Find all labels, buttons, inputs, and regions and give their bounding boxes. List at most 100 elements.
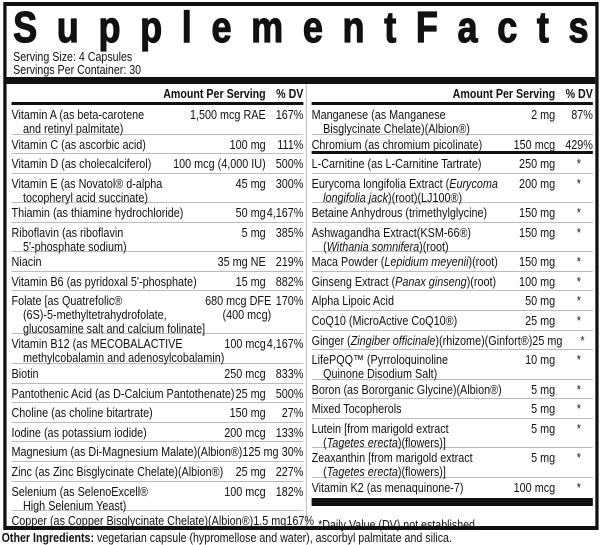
nutrient-dv: 182% [275,483,304,499]
title-letter: m [251,3,284,52]
nutrient-amount: 150 mg [519,254,556,270]
nutrient-name: Alpha Lipoic Acid [311,293,394,309]
nutrient-name: Boron (as Bororganic Glycine)(Albion®) [311,381,502,397]
nutrient-row: Vitamin D (as cholecalciferol) 100 mcg (4… [11,154,303,174]
nutrient-amount: 50 mg [525,293,556,309]
nutrient-amount: 100 mcg [224,336,266,352]
column-divider [305,84,307,526]
nutrient-dv: * [576,450,582,466]
nutrient-dv: * [576,175,582,191]
nutrient-dv: 882% [275,273,304,289]
nutrient-dv: 111% [277,136,304,152]
nutrient-amount: 15 mg [235,273,266,289]
nutrient-name: Vitamin A (as beta-carotene and retinyl p… [11,107,145,136]
nutrient-amount: 50 mg [235,205,266,221]
nutrient-dv: * [576,205,582,221]
title-letter: t [384,3,397,52]
nutrient-row: Manganese (as Manganese Bisglycinate Chel… [311,105,593,136]
nutrient-dv: * [576,381,582,397]
nutrient-amount: 150 mcg [513,136,556,152]
nutrient-name: Magnesium (as Di-Magnesium Malate)(Albio… [11,444,243,460]
nutrient-name: Copper (as Copper Bisglycinate Chelate)(… [11,513,254,529]
title-letter: n [342,3,365,52]
nutrient-name: Riboflavin (as riboflavin 5'-phosphate so… [11,224,127,254]
nutrient-row: LifePQQ™ (Pyrroloquinoline Quinone Disodi… [311,350,593,382]
nutrient-dv: 133% [275,424,304,440]
nutrient-row: CoQ10 (MicroActive CoQ10®) 25 mg * [311,311,593,331]
nutrient-name: Selenium (as SelenoExcell® High Selenium … [11,483,149,513]
nutrient-dv: 167% [286,513,314,529]
nutrient-row: Lutein [from marigold extract (Tagetes er… [311,419,593,449]
nutrient-name: LifePQQ™ (Pyrroloquinoline Quinone Disodi… [311,352,449,382]
serving-size: Serving Size: 4 Capsules [13,49,133,64]
amount-header: Amount Per Serving [163,86,266,101]
nutrient-name: Vitamin E (as Novatol® d-alpha tocopheryl… [11,175,163,205]
nutrient-amount: 25 mg [525,313,556,329]
nutrient-dv: * [576,156,582,172]
title-letter: s [568,3,589,52]
nutrient-dv: * [576,401,582,417]
nutrient-dv: * [576,293,582,309]
nutrient-row: Mixed Tocopherols 5 mg * [311,399,593,419]
nutrient-row: L-Carnitine (as L-Carnitine Tartrate) 250… [311,154,593,174]
nutrient-row: Vitamin A (as beta-carotene and retinyl p… [11,105,304,136]
nutrient-name: Iodine (as potassium iodide) [11,424,147,440]
footnote: *Daily Value (DV) not established. [318,516,478,532]
nutrient-amount: 100 mcg (4,000 IU) [173,156,266,172]
nutrient-amount: 45 mg [235,175,266,191]
nutrient-row: Choline (as choline bitartrate) 150 mg 27% [11,403,303,423]
title-letter: a [457,3,478,52]
nutrient-amount: 100 mcg [513,479,556,495]
nutrient-amount: 150 mg [229,405,266,421]
other-ingredients-label: Other Ingredients: [1,530,95,545]
nutrient-name: Vitamin B12 (as MECOBALACTIVE methylcobal… [11,336,225,366]
nutrient-row: Thiamin (as thiamine hydrochloride) 50 mg… [11,203,303,223]
nutrient-row: Magnesium (as Di-Magnesium Malate)(Albio… [11,442,303,462]
nutrient-name: Pantothenic Acid (as D-Calcium Pantothen… [11,385,235,401]
nutrient-name: Mixed Tocopherols [311,401,402,417]
nutrient-amount: 5 mg [531,401,556,417]
nutrient-name: Maca Powder (Lepidium meyenii)(root) [311,254,498,270]
servings-per-container: Servings Per Container: 30 [13,62,142,77]
nutrient-dv: 219% [275,254,304,270]
nutrient-row: Folate [as Quatrefolic® (6S)-5-methyltetr… [11,291,303,337]
nutrient-row: Boron (as Bororganic Glycine)(Albion®) 5 … [311,380,593,400]
footnote-bar [311,497,593,506]
nutrient-amount: 5 mg [531,420,556,436]
nutrient-amount: 5 mg [531,381,556,397]
nutrient-row: Biotin 250 mcg 833% [11,364,303,384]
nutrient-name: L-Carnitine (as L-Carnitine Tartrate) [311,156,482,172]
nutrient-name: Ginger (Zingiber officinale)(rhizome)(Gi… [311,332,533,348]
nutrient-amount: 25 mg [532,332,563,348]
dv-header: % DV [276,86,304,101]
nutrient-dv: 87% [571,107,593,122]
nutrient-dv: 167% [275,107,304,122]
nutrient-name: Folate [as Quatrefolic® (6S)-5-methyltetr… [11,293,206,337]
table-header: Amount Per Serving % DV [11,84,303,105]
nutrient-amount: 100 mg [229,136,266,152]
nutrient-dv: 30% [281,444,304,460]
nutrient-table-left: Amount Per Serving % DV Vitamin A (as be… [11,84,314,531]
nutrient-dv: 300% [275,175,304,191]
nutrient-name: CoQ10 (MicroActive CoQ10®) [311,313,458,329]
nutrient-row: Ginseng Extract (Panax ginseng)(root) 100… [311,272,593,292]
nutrient-amount: 250 mcg [224,365,266,381]
nutrient-dv: * [576,224,582,240]
nutrient-amount: 2 mg [531,107,556,122]
nutrient-dv: 833% [275,365,304,381]
nutrient-row: Eurycoma longifolia Extract (Eurycoma lon… [311,174,593,204]
nutrient-name: Ginseng Extract (Panax ginseng)(root) [311,273,497,289]
title-letter: l [181,3,192,52]
nutrient-dv: * [576,420,582,436]
nutrient-amount: 200 mg [519,175,556,191]
title-letter: p [140,3,163,52]
title-letter: t [536,3,549,52]
nutrient-row: Vitamin E (as Novatol® d-alpha tocopheryl… [11,174,303,204]
title-letter: S [13,3,38,52]
nutrient-row: Ashwagandha Extract(KSM-66®) (Withania so… [311,223,593,253]
nutrient-amount: 25 mg [235,463,266,479]
nutrient-row: Copper (as Copper Bisglycinate Chelate)(… [11,511,314,531]
nutrient-amount: 150 mg [519,224,556,240]
